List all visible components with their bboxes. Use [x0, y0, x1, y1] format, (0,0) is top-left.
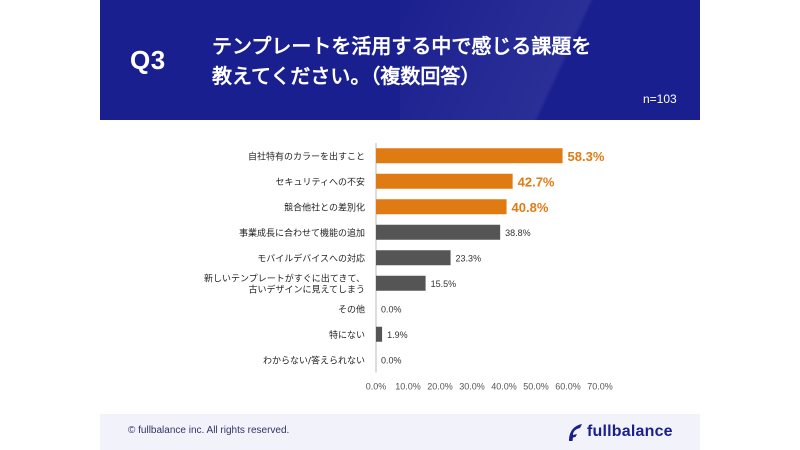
copyright-text: © fullbalance inc. All rights reserved.: [128, 425, 290, 436]
bar: [376, 250, 451, 266]
question-title-line1: テンプレートを活用する中で感じる課題を: [212, 34, 592, 58]
footer: © fullbalance inc. All rights reserved. …: [100, 414, 700, 450]
bar: [376, 148, 563, 164]
category-label: 古いデザインに見えてしまう: [248, 283, 365, 295]
category-label: 新しいテンプレートがすぐに出てきて、: [204, 272, 365, 284]
fullbalance-logo-icon: [569, 424, 582, 441]
bar: [376, 199, 507, 215]
logo-text: fullbalance: [587, 423, 673, 440]
x-tick-label: 10.0%: [395, 382, 421, 392]
category-label: 競合他社との差別化: [284, 201, 365, 213]
x-tick-label: 40.0%: [491, 382, 517, 392]
x-tick-label: 60.0%: [555, 382, 581, 392]
brand-logo: fullbalance: [565, 420, 673, 444]
bar: [376, 275, 426, 291]
category-label: 自社特有のカラーを出すこと: [248, 150, 365, 162]
value-label: 58.3%: [568, 149, 605, 164]
x-tick-label: 50.0%: [523, 382, 549, 392]
question-title-line2: 教えてください。（複数回答）: [212, 64, 481, 88]
header-decoration: [400, 0, 700, 120]
value-label: 15.5%: [431, 279, 457, 289]
sample-size: n=103: [643, 92, 677, 106]
bar: [376, 326, 383, 342]
value-label: 0.0%: [381, 304, 402, 314]
category-label: わからない/答えられない: [263, 354, 365, 366]
bar: [376, 173, 513, 189]
value-label: 23.3%: [456, 253, 482, 263]
question-title: テンプレートを活用する中で感じる課題を 教えてください。（複数回答）: [212, 31, 682, 91]
category-label: セキュリティへの不安: [276, 176, 365, 188]
category-label: 事業成長に合わせて機能の追加: [239, 227, 365, 239]
x-tick-label: 0.0%: [366, 382, 387, 392]
value-label: 38.8%: [505, 228, 531, 238]
value-label: 0.0%: [381, 355, 402, 365]
value-label: 40.8%: [512, 200, 549, 215]
x-tick-label: 30.0%: [459, 382, 485, 392]
question-number: Q3: [130, 45, 166, 75]
x-tick-label: 20.0%: [427, 382, 453, 392]
category-label: その他: [338, 303, 365, 315]
category-label: 特にない: [329, 329, 365, 341]
header-banner: Q3 テンプレートを活用する中で感じる課題を 教えてください。（複数回答） n=…: [100, 0, 700, 120]
bar-chart: 自社特有のカラーを出すこと 58.3% セキュリティへの不安 42.7% 競合他社との差…: [204, 143, 613, 392]
value-label: 1.9%: [387, 330, 408, 340]
bar: [376, 224, 501, 240]
x-tick-label: 70.0%: [587, 382, 613, 392]
value-label: 42.7%: [518, 174, 555, 189]
category-label: モバイルデバイスへの対応: [257, 252, 365, 264]
